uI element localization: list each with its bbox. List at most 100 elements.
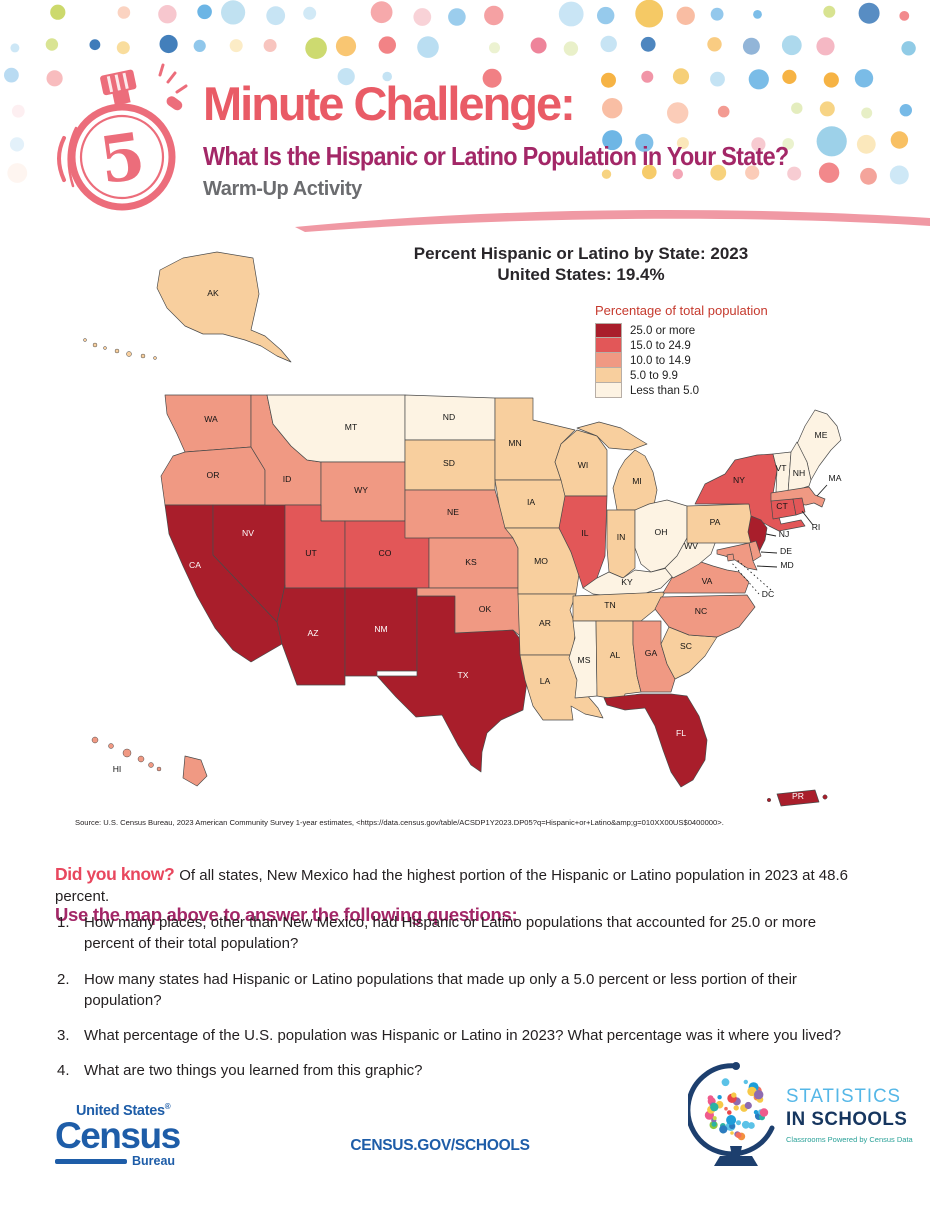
census-schools-link[interactable]: CENSUS.GOV/SCHOOLS xyxy=(350,1137,530,1154)
globe-icon xyxy=(688,1062,775,1166)
decorative-dot xyxy=(676,6,695,25)
state-label-AR: AR xyxy=(539,618,551,628)
decorative-dot xyxy=(745,165,760,180)
decorative-dot xyxy=(417,36,439,58)
decorative-dot xyxy=(710,164,727,181)
globe-dot xyxy=(736,1120,741,1126)
decorative-dot xyxy=(89,39,101,51)
decorative-dot xyxy=(816,126,847,157)
decorative-dot xyxy=(117,6,131,19)
decorative-dot xyxy=(266,6,286,26)
globe-dot xyxy=(748,1122,755,1129)
state-label-CA: CA xyxy=(189,560,201,570)
decorative-dot xyxy=(819,101,835,117)
sis-tagline: Classrooms Powered by Census Data xyxy=(786,1134,913,1144)
decorative-dot xyxy=(335,36,357,57)
decorative-dot xyxy=(448,8,466,26)
state-label-NE: NE xyxy=(447,507,459,517)
state-label-MN: MN xyxy=(508,438,521,448)
state-label-MS: MS xyxy=(578,655,591,665)
state-shape-PR xyxy=(776,789,820,807)
decorative-dot xyxy=(482,68,502,88)
decorative-dot xyxy=(791,102,803,114)
legend-label: 25.0 or more xyxy=(630,324,696,337)
decorative-dot xyxy=(787,166,802,181)
map-legend: Percentage of total population 25.0 or m… xyxy=(595,303,825,398)
globe-dot xyxy=(721,1078,730,1087)
legend-label: 5.0 to 9.9 xyxy=(630,369,678,382)
state-shape-PA xyxy=(686,503,758,544)
map-title-line1: Percent Hispanic or Latino by State: 202… xyxy=(413,244,749,263)
map-title: Percent Hispanic or Latino by State: 202… xyxy=(330,243,832,286)
globe-dot xyxy=(727,1110,732,1115)
state-label-VA: VA xyxy=(702,576,713,586)
page-title: Minute Challenge: xyxy=(203,77,576,130)
island-AK xyxy=(126,351,132,357)
decorative-dot xyxy=(635,133,654,152)
state-label-DE: DE xyxy=(780,546,792,556)
decorative-dot xyxy=(602,98,623,119)
island-HI xyxy=(148,762,154,768)
state-label-AZ: AZ xyxy=(308,628,319,638)
state-label-TX: TX xyxy=(458,670,469,680)
decorative-dot xyxy=(782,69,797,84)
decorative-dot xyxy=(899,11,910,21)
island-HI xyxy=(156,766,162,772)
decorative-dot xyxy=(748,69,769,90)
decorative-dot xyxy=(382,71,393,82)
did-you-know-text: Of all states, New Mexico had the highes… xyxy=(55,867,848,905)
decorative-dot xyxy=(781,35,802,56)
decorative-dot xyxy=(378,36,396,54)
decorative-dot xyxy=(116,41,130,55)
state-shape-RI xyxy=(792,497,806,516)
globe-dot xyxy=(753,1110,759,1115)
stopwatch-button-icon xyxy=(166,96,183,111)
state-label-OK: OK xyxy=(479,604,492,614)
state-label-AL: AL xyxy=(610,650,621,660)
question-item: What percentage of the U.S. population w… xyxy=(57,1025,869,1047)
decorative-dot xyxy=(489,42,500,54)
decorative-dot xyxy=(46,70,63,87)
legend-swatch xyxy=(595,338,622,353)
decorative-dot xyxy=(816,37,835,56)
state-label-IN: IN xyxy=(617,532,626,542)
census-logo-bureau: Bureau xyxy=(132,1154,176,1169)
state-label-LA: LA xyxy=(540,676,551,686)
state-label-TN: TN xyxy=(604,600,615,610)
decorative-dot xyxy=(710,7,724,21)
globe-dot xyxy=(754,1090,764,1100)
state-label-KS: KS xyxy=(465,557,477,567)
decorative-dot xyxy=(597,6,615,25)
registered-mark: ® xyxy=(164,1102,171,1111)
decorative-dot xyxy=(823,5,836,18)
state-label-MD: MD xyxy=(780,560,793,570)
decorative-dot xyxy=(600,35,617,53)
decorative-dot xyxy=(563,41,579,56)
legend-swatch xyxy=(595,353,622,368)
decorative-dot xyxy=(303,6,317,20)
decorative-dot xyxy=(558,1,584,27)
decorative-dot xyxy=(601,169,612,179)
state-shape-MI xyxy=(612,449,658,511)
globe-dot xyxy=(707,1095,714,1101)
island-AK xyxy=(92,342,98,348)
question-text: What are two things you learned from thi… xyxy=(84,1062,423,1080)
island-AK xyxy=(114,348,120,354)
question-item: How many places, other than New Mexico, … xyxy=(57,912,869,955)
globe-dot xyxy=(731,1092,737,1098)
state-label-SD: SD xyxy=(443,458,455,468)
state-label-MT: MT xyxy=(345,422,358,432)
decorative-dot xyxy=(889,165,909,185)
map-title-line2: United States: 19.4% xyxy=(497,265,665,285)
decorative-dot xyxy=(676,137,689,150)
legend-swatch xyxy=(595,368,622,383)
leader-line-RI xyxy=(801,510,814,526)
state-label-KY: KY xyxy=(621,577,633,587)
state-label-OH: OH xyxy=(655,527,668,537)
decorative-dot xyxy=(782,138,794,150)
state-label-MI: MI xyxy=(632,476,642,486)
globe-dot xyxy=(726,1115,737,1125)
decorative-dot xyxy=(484,5,504,26)
state-label-PA: PA xyxy=(710,517,721,527)
map-source-note: Source: U.S. Census Bureau, 2023 America… xyxy=(75,818,724,827)
